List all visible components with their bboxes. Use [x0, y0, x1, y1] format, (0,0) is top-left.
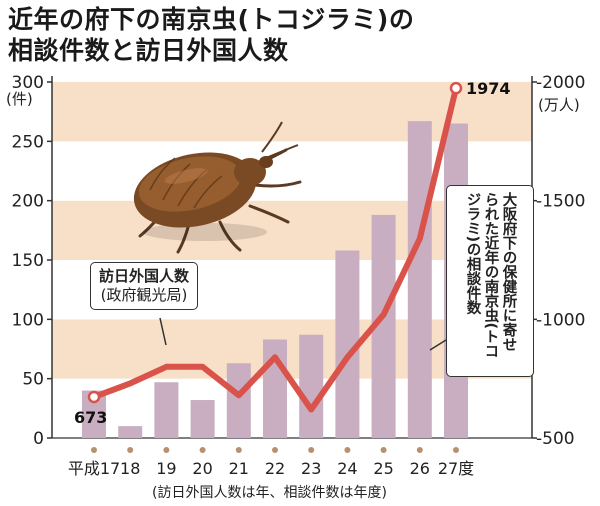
x-dot [127, 447, 134, 453]
x-dot [163, 447, 170, 453]
bar-4 [226, 363, 251, 438]
bar-6 [299, 334, 324, 438]
x-dot [272, 447, 278, 453]
left-tick-label: 250 [12, 132, 44, 152]
x-dot [235, 447, 242, 453]
line-endpoint-10 [449, 81, 463, 95]
visitors-callout-name: 訪日外国人数 [99, 267, 190, 285]
right-tick-label: -500 [536, 429, 575, 449]
first-line-label: 673 [74, 408, 107, 427]
x-dot [416, 447, 423, 453]
left-tick-label: 150 [12, 251, 44, 271]
x-dot [344, 447, 351, 453]
x-tick-label: 23 [301, 459, 321, 478]
bar-5 [263, 339, 287, 438]
x-tick-label: 19 [156, 459, 176, 478]
footnote: (訪日外国人数は年、相談件数は年度) [152, 485, 387, 501]
x-dot [453, 447, 459, 453]
left-axis-unit: (件) [6, 90, 33, 108]
left-tick-label: 200 [12, 192, 44, 212]
bar-3 [190, 400, 215, 438]
bar-9 [407, 121, 432, 438]
last-line-label: 1974 [466, 79, 511, 98]
x-tick-label: 20 [192, 459, 212, 478]
visitors-line: 673 1974 [74, 79, 511, 427]
right-tick-label: -1500 [536, 192, 585, 212]
left-axis: 0 50 100 150 200 250 300(件) [6, 73, 53, 449]
chart-title: 近年の府下の南京虫(トコジラミ)の 相談件数と訪日外国人数 [8, 4, 414, 66]
right-tick-label: -1000 [536, 310, 585, 330]
x-tick-label: 21 [229, 459, 249, 478]
x-tick-label: 25 [373, 459, 393, 478]
visitors-polyline [91, 85, 459, 413]
title-line-1: 近年の府下の南京虫(トコジラミ)の [8, 5, 415, 34]
x-tick-label: 18 [120, 459, 140, 478]
left-tick-label: 100 [12, 310, 44, 330]
x-dot [380, 447, 387, 453]
bedbug-callout-line-3: ジラミ)の相談件数 [464, 192, 481, 315]
bedbug-callout-line-1: 大阪府下の保健所に寄せ [500, 192, 517, 352]
visitors-callout: 訪日外国人数 (政府観光局) [90, 262, 199, 310]
x-tick-label: 22 [265, 459, 285, 478]
bedbug-illustration [133, 121, 302, 254]
title-line-2: 相談件数と訪日外国人数 [8, 36, 289, 65]
bar-2 [154, 382, 179, 438]
right-axis-unit: (万人) [538, 96, 580, 114]
visitors-callout-source: (政府観光局) [100, 286, 188, 304]
bedbug-callout-pointer [429, 339, 447, 351]
x-axis: 平成17 18 19 20 21 22 23 24 25 26 27度 [68, 447, 474, 478]
visitors-callout-pointer [159, 317, 167, 346]
x-dot [308, 447, 315, 453]
left-tick-label: 50 [22, 370, 44, 390]
left-tick-label: 300 [12, 73, 44, 93]
x-tick-label: 平成17 [68, 459, 120, 478]
x-tick-label: 26 [410, 459, 430, 478]
right-axis: -500 -1000 -1500 -2000 (万人) [531, 73, 585, 449]
line-endpoint-0 [87, 390, 101, 404]
x-tick-label: 24 [337, 459, 357, 478]
x-tick-label: 27度 [438, 459, 474, 478]
bar-1 [118, 426, 143, 438]
x-dot [91, 447, 97, 453]
bedbug-callout-line-2: られた近年の南京虫(トコ [482, 192, 499, 359]
right-tick-label: -2000 [536, 73, 585, 93]
left-tick-label: 0 [33, 429, 44, 449]
bedbug-callout: 大阪府下の保健所に寄せ られた近年の南京虫(トコ ジラミ)の相談件数 [446, 185, 534, 377]
x-dot [199, 447, 206, 453]
